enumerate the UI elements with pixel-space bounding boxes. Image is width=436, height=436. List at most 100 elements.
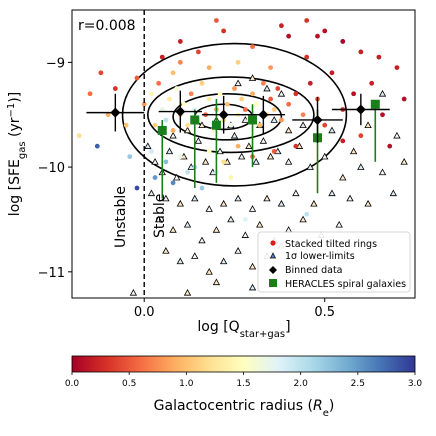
lower-limit-marker: [129, 288, 138, 296]
lower-limit-marker: [248, 74, 257, 81]
ring-point: [159, 107, 165, 112]
ring-point: [358, 133, 364, 139]
ring-point: [293, 143, 299, 149]
ring-point: [127, 154, 133, 160]
binned-marker: [258, 109, 269, 120]
colorbar-tick-label: 1.5: [236, 379, 250, 389]
ring-point: [94, 143, 100, 149]
lower-limit-marker: [284, 126, 293, 134]
ring-point: [170, 180, 176, 186]
ring-point: [242, 107, 248, 112]
lower-limit-marker: [144, 142, 152, 149]
ring-point: [268, 96, 273, 102]
colorbar-tick-label: 1.0: [179, 379, 194, 389]
ring-point: [235, 143, 241, 149]
lower-limit-marker: [299, 121, 307, 128]
ring-point: [271, 107, 277, 112]
y-ticks: −9 −10 −11: [38, 56, 72, 281]
heracles-marker: [248, 115, 258, 125]
density-contour: [147, 76, 315, 154]
colorbar-tick-label: 2.5: [351, 379, 365, 389]
lower-limit-marker: [400, 158, 408, 165]
density-contour: [172, 92, 283, 141]
lower-limit-marker: [183, 288, 192, 296]
lower-limit-marker: [176, 257, 184, 265]
ring-point: [271, 148, 277, 154]
ring-point: [401, 96, 407, 102]
legend-marker-rings: [270, 240, 276, 246]
ring-point: [98, 70, 104, 76]
heracles-layer: [157, 99, 380, 199]
lower-limit-marker: [154, 215, 163, 223]
colorbar-label-var: R: [313, 398, 323, 414]
ring-point: [242, 217, 248, 222]
legend-box: [257, 231, 411, 293]
lower-limit-marker: [227, 215, 235, 223]
lower-limit-marker: [219, 199, 228, 207]
lower-limit-marker: [162, 247, 170, 254]
ring-point: [87, 91, 93, 97]
y-axis-label-sub: gas: [17, 141, 28, 159]
ring-point: [149, 148, 154, 154]
x-tick-label: 0.0: [134, 305, 155, 320]
ring-point: [304, 211, 310, 217]
ring-point: [221, 159, 227, 165]
ring-point: [293, 91, 299, 97]
ring-point: [159, 54, 165, 60]
lower-limit-marker: [230, 131, 239, 139]
ring-point: [152, 122, 158, 128]
y-tick-label: −9: [46, 56, 65, 71]
ring-point: [307, 80, 313, 86]
ring-point: [163, 159, 169, 165]
lower-limit-marker: [328, 126, 336, 134]
colorbar-tick-label: 0.5: [122, 379, 136, 389]
ring-point: [253, 101, 259, 107]
lower-limit-marker: [266, 152, 275, 160]
y-axis-label-mid: (yr: [7, 117, 23, 141]
ring-point: [286, 33, 292, 39]
region-label-stable: Stable: [152, 194, 168, 238]
ring-point: [123, 122, 129, 128]
lower-limit-marker: [169, 131, 177, 139]
lower-limit-marker: [335, 220, 343, 228]
lower-limit-marker: [147, 189, 156, 197]
lower-limit-marker: [198, 121, 206, 128]
lower-limit-marker: [256, 220, 264, 228]
lower-limit-marker: [241, 231, 249, 238]
y-axis-label-sup: −1: [6, 103, 17, 118]
binned-marker: [355, 104, 366, 115]
lower-limit-marker: [378, 168, 387, 176]
ring-point: [206, 148, 212, 154]
ring-point: [105, 112, 111, 118]
lower-limit-marker: [219, 257, 228, 265]
lower-limit-marker: [205, 205, 213, 212]
lower-limit-marker: [349, 147, 358, 155]
ring-point: [358, 49, 364, 55]
lower-limit-marker: [248, 262, 257, 270]
ring-point: [239, 96, 245, 102]
ring-point: [185, 122, 190, 128]
lower-limit-marker: [263, 194, 271, 202]
colorbar-label-main: Galactocentric radius (: [154, 398, 313, 414]
region-label-unstable: Unstable: [113, 186, 129, 248]
legend-marker-limits: [269, 252, 277, 259]
lower-limit-marker: [364, 199, 372, 207]
ring-point: [351, 91, 357, 97]
ring-point: [369, 80, 375, 86]
lower-limit-marker: [277, 199, 286, 207]
lower-limit-marker: [378, 89, 387, 97]
y-axis-label-main: log [SFE: [7, 159, 23, 216]
ring-point: [112, 86, 118, 91]
lower-limit-marker: [212, 226, 221, 233]
lower-limit-marker: [259, 137, 268, 144]
lower-limit-marker: [321, 152, 329, 160]
colorbar-label-end: ): [329, 398, 334, 414]
colorbar: [71, 355, 416, 373]
lower-limit-marker: [201, 158, 210, 165]
ring-point: [134, 75, 140, 81]
lower-limit-marker: [176, 199, 184, 207]
lower-limit-marker: [194, 137, 203, 144]
ring-point: [340, 138, 346, 144]
ring-point: [380, 112, 385, 118]
ring-point: [286, 101, 292, 107]
